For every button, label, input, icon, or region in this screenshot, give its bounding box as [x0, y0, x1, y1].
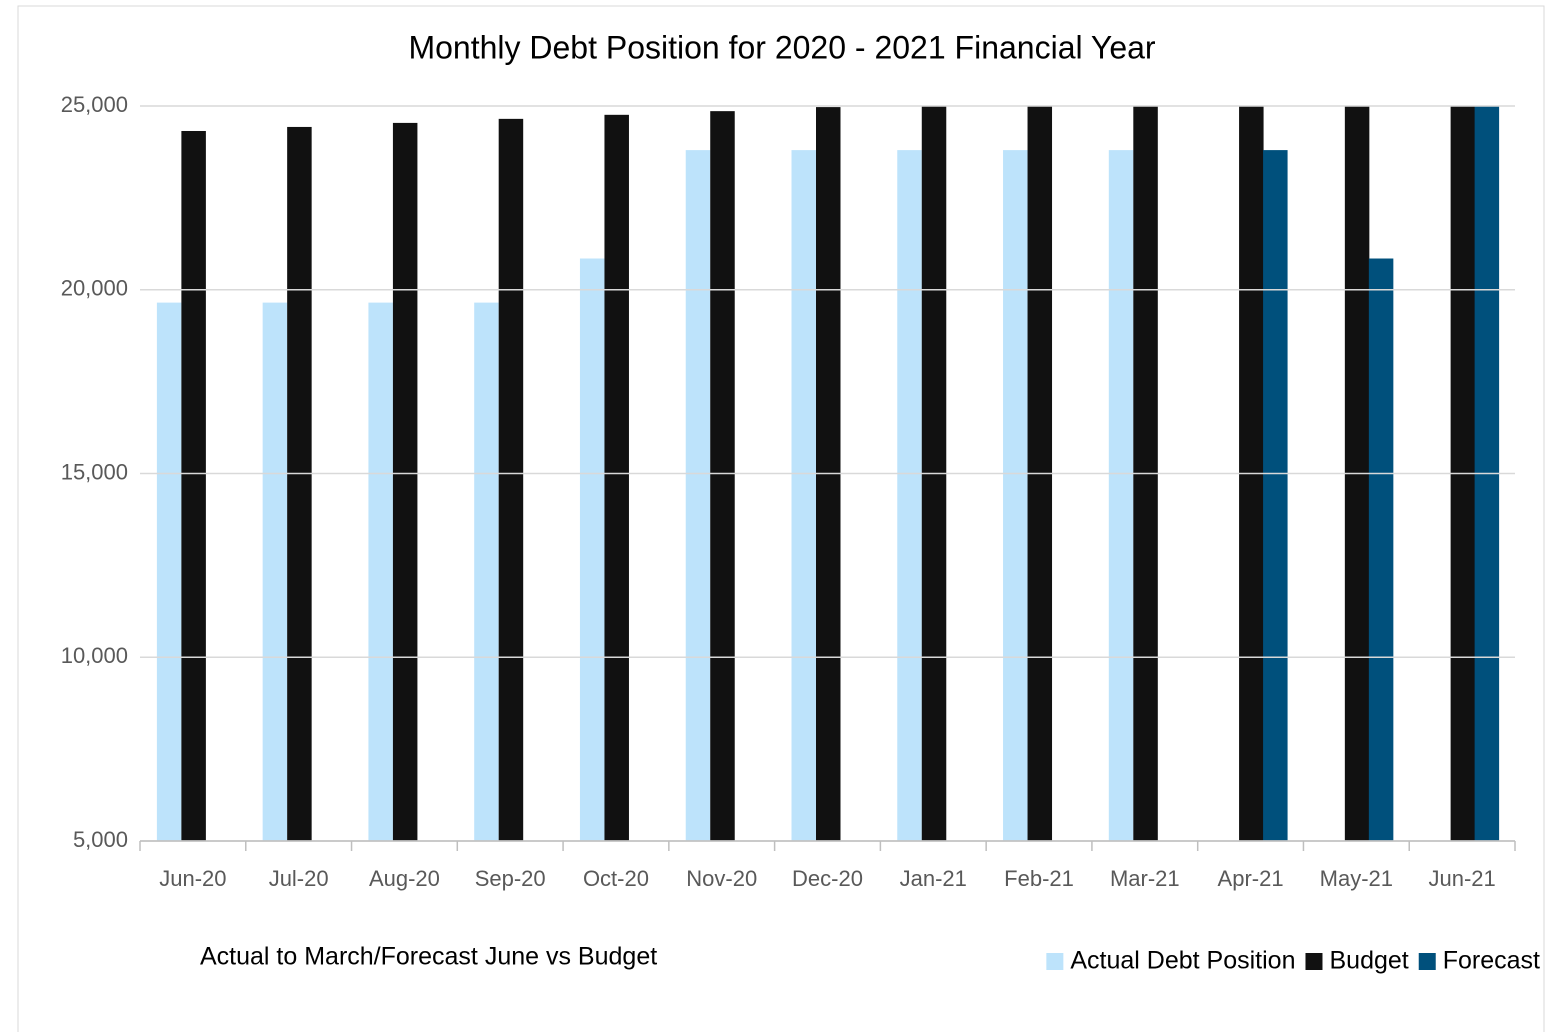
bar — [710, 111, 735, 841]
bar — [791, 150, 816, 841]
bar — [368, 302, 393, 841]
chart-border — [17, 5, 1545, 1032]
y-tick-label: 10,000 — [61, 643, 128, 668]
bar — [1368, 258, 1394, 841]
x-tick-label: Oct-20 — [583, 866, 649, 891]
bar — [287, 126, 312, 841]
bar — [1474, 106, 1500, 841]
x-tick-label: May-21 — [1320, 866, 1393, 891]
bar — [1108, 150, 1134, 841]
x-tick-label: Dec-20 — [792, 866, 863, 891]
y-tick-label: 20,000 — [61, 276, 128, 301]
chart-title: Monthly Debt Position for 2020 - 2021 Fi… — [408, 29, 1155, 65]
bar — [392, 122, 418, 841]
bar — [1133, 106, 1158, 841]
x-tick-label: Nov-20 — [686, 866, 757, 891]
legend-swatch — [1418, 953, 1436, 970]
bar — [685, 150, 711, 841]
legend-label: Budget — [1329, 947, 1408, 975]
bar — [262, 302, 288, 841]
x-tick-label: Feb-21 — [1004, 866, 1074, 891]
bar — [1344, 106, 1370, 841]
bar — [921, 106, 947, 841]
bar — [1003, 150, 1028, 841]
bar — [156, 302, 182, 841]
bar — [1239, 106, 1264, 841]
x-tick-label: Sep-20 — [475, 866, 546, 891]
bar — [897, 150, 922, 841]
bar — [1450, 106, 1476, 841]
y-tick-label: 5,000 — [73, 827, 128, 852]
bar — [1263, 150, 1288, 841]
x-tick-label: Jun-21 — [1428, 866, 1495, 891]
x-tick-label: Mar-21 — [1110, 866, 1180, 891]
chart-subtitle: Actual to March/Forecast June vs Budget — [200, 943, 657, 971]
x-tick-label: Jun-20 — [159, 866, 226, 891]
bar — [604, 114, 629, 841]
x-tick-label: Jan-21 — [900, 866, 967, 891]
bar — [474, 302, 499, 841]
y-tick-label: 25,000 — [61, 92, 128, 117]
bar — [579, 258, 605, 841]
x-tick-label: Apr-21 — [1218, 866, 1284, 891]
plot-area — [156, 106, 1500, 841]
bar — [1027, 106, 1053, 841]
bar — [498, 118, 524, 841]
legend-swatch — [1305, 953, 1323, 970]
legend-label: Forecast — [1443, 947, 1540, 975]
x-tick-label: Jul-20 — [269, 866, 329, 891]
legend-swatch — [1046, 953, 1064, 970]
bar — [181, 130, 206, 841]
y-tick-label: 15,000 — [61, 459, 128, 484]
x-tick-label: Aug-20 — [369, 866, 440, 891]
legend-label: Actual Debt Position — [1070, 947, 1295, 975]
